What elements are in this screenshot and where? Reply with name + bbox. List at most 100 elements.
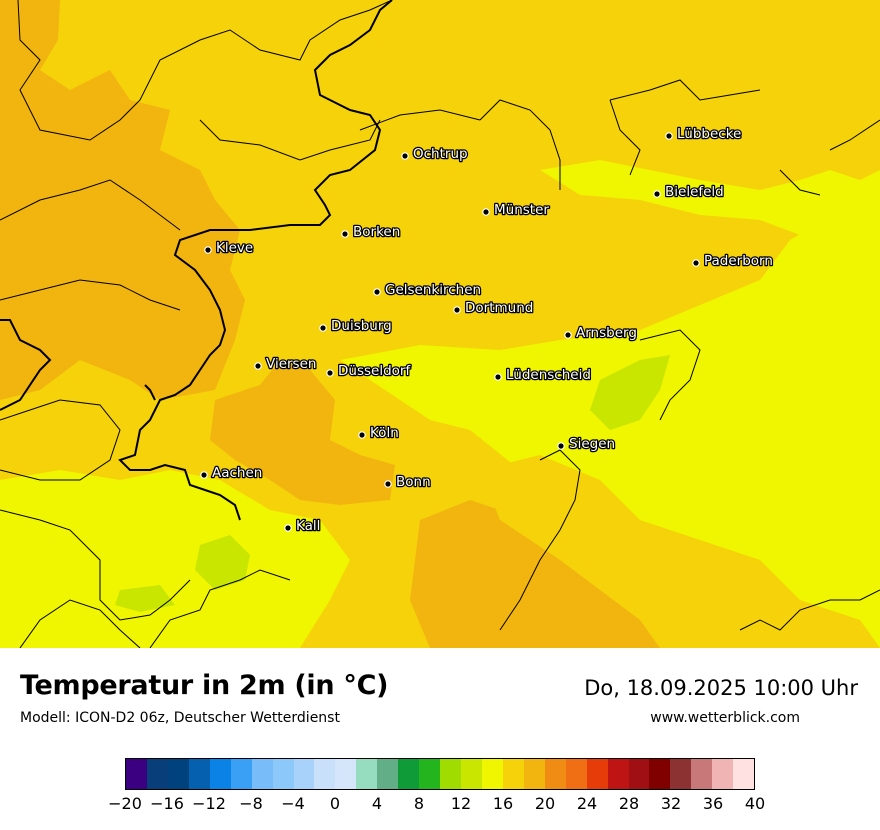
city-marker: Gelsenkirchen [373,281,482,299]
cool-zone-green-1 [590,355,670,430]
colorbar-swatch [167,759,189,789]
colorbar-swatch [565,759,587,789]
colorbar-swatch [481,759,503,789]
colorbar-swatch [607,759,629,789]
colorbar-swatch [649,759,671,789]
colorbar-swatch [272,759,294,789]
city-marker: Lüdenscheid [494,366,592,384]
city-label: Siegen [569,436,615,452]
colorbar-swatch [230,759,252,789]
city-label: Lübbecke [677,126,741,142]
yellow-orange-south [480,455,880,648]
warm-zone-southeast [410,500,660,648]
city-marker: Lübbecke [665,125,743,143]
city-label: Aachen [212,465,262,481]
colorbar-swatch [188,759,210,789]
colorbar-tick-label: −20 [108,794,142,813]
boundary-lines [0,0,880,648]
city-dot [254,362,262,370]
colorbar-tick-label: −4 [281,794,305,813]
map-title: Temperatur in 2m (in °C) [20,670,389,701]
colorbar-swatch [691,759,713,789]
warm-zone-west [0,0,245,400]
colorbar-tick-label: 40 [744,794,766,813]
city-label: Bonn [396,474,431,490]
model-info: Modell: ICON-D2 06z, Deutscher Wetterdie… [20,710,340,726]
city-marker: Ochtrup [401,145,469,163]
colorbar-swatch [502,759,524,789]
colorbar-tick-label: 4 [371,794,383,813]
colorbar-swatch [293,759,315,789]
city-label: Lüdenscheid [506,367,591,383]
city-marker: Bielefeld [653,183,725,201]
colorbar-swatch [733,759,755,789]
colorbar-swatch [335,759,357,789]
city-marker: Arnsberg [564,324,638,342]
city-marker: Kleve [204,239,255,257]
colorbar-tick-label: −12 [192,794,226,813]
colorbar-swatch [398,759,420,789]
colorbar-tick-label: 32 [660,794,682,813]
cool-zone-green-2 [195,535,250,590]
city-marker: Dortmund [453,299,535,317]
city-marker: Münster [482,201,551,219]
city-label: Bielefeld [665,184,724,200]
city-dot [653,190,661,198]
city-marker: Düsseldorf [326,362,413,380]
city-label: Kleve [216,240,253,256]
colorbar-swatch [440,759,461,789]
city-label: Dortmund [465,300,533,316]
city-label: Düsseldorf [338,363,411,379]
city-dot [373,288,381,296]
city-dot [482,208,490,216]
colorbar-tick-label: 20 [534,794,556,813]
city-dot [200,471,208,479]
colorbar-tick-label: 12 [450,794,472,813]
colorbar-swatch [126,759,147,789]
city-label: Kall [296,518,320,534]
colorbar-swatch [544,759,566,789]
colorbar-swatch [628,759,650,789]
colorbar-ticks: −20 −16 −12 −8 −4 0 4 8 12 16 20 24 28 32 36 40 [108,794,765,814]
forecast-datetime: Do, 18.09.2025 10:00 Uhr [584,676,858,700]
yellow-zone-eifel [0,470,350,648]
colorbar-swatch [251,759,273,789]
colorbar-swatch [314,759,336,789]
city-dot [341,230,349,238]
colorbar-swatch [356,759,378,789]
colorbar-swatch [419,759,441,789]
colorbar-tick-label: −16 [150,794,184,813]
city-dot [384,480,392,488]
city-marker: Borken [341,223,402,241]
city-dot [284,524,292,532]
map-footer: Temperatur in 2m (in °C) Modell: ICON-D2… [0,648,880,830]
city-dot [326,369,334,377]
city-label: Paderborn [704,253,773,269]
city-dot [564,331,572,339]
yellow-zone-east [540,160,880,235]
city-marker: Siegen [557,435,616,453]
temperature-map[interactable]: Lübbecke Ochtrup Bielefeld Münster Borken Kle… [0,0,880,648]
city-marker: Viersen [254,355,318,373]
city-dot [401,152,409,160]
city-dot [665,132,673,140]
city-marker: Duisburg [319,317,393,335]
colorbar-swatch [209,759,231,789]
colorbar-tick-label: −8 [239,794,263,813]
national-border [0,0,393,521]
colorbar-swatch [146,759,168,789]
colorbar-swatch [377,759,399,789]
colorbar-tick-label: 16 [492,794,514,813]
colorbar-swatch [712,759,734,789]
city-marker: Aachen [200,464,264,482]
colorbar-swatch [523,759,545,789]
city-dot [358,431,366,439]
warm-zone-rhine [210,360,395,505]
city-label: Arnsberg [576,325,637,341]
temperature-colorbar [125,758,755,790]
city-dot [204,246,212,254]
colorbar-tick-label: 36 [702,794,724,813]
website-link[interactable]: www.wetterblick.com [650,710,800,726]
city-label: Viersen [266,356,316,372]
city-marker: Bonn [384,473,432,491]
